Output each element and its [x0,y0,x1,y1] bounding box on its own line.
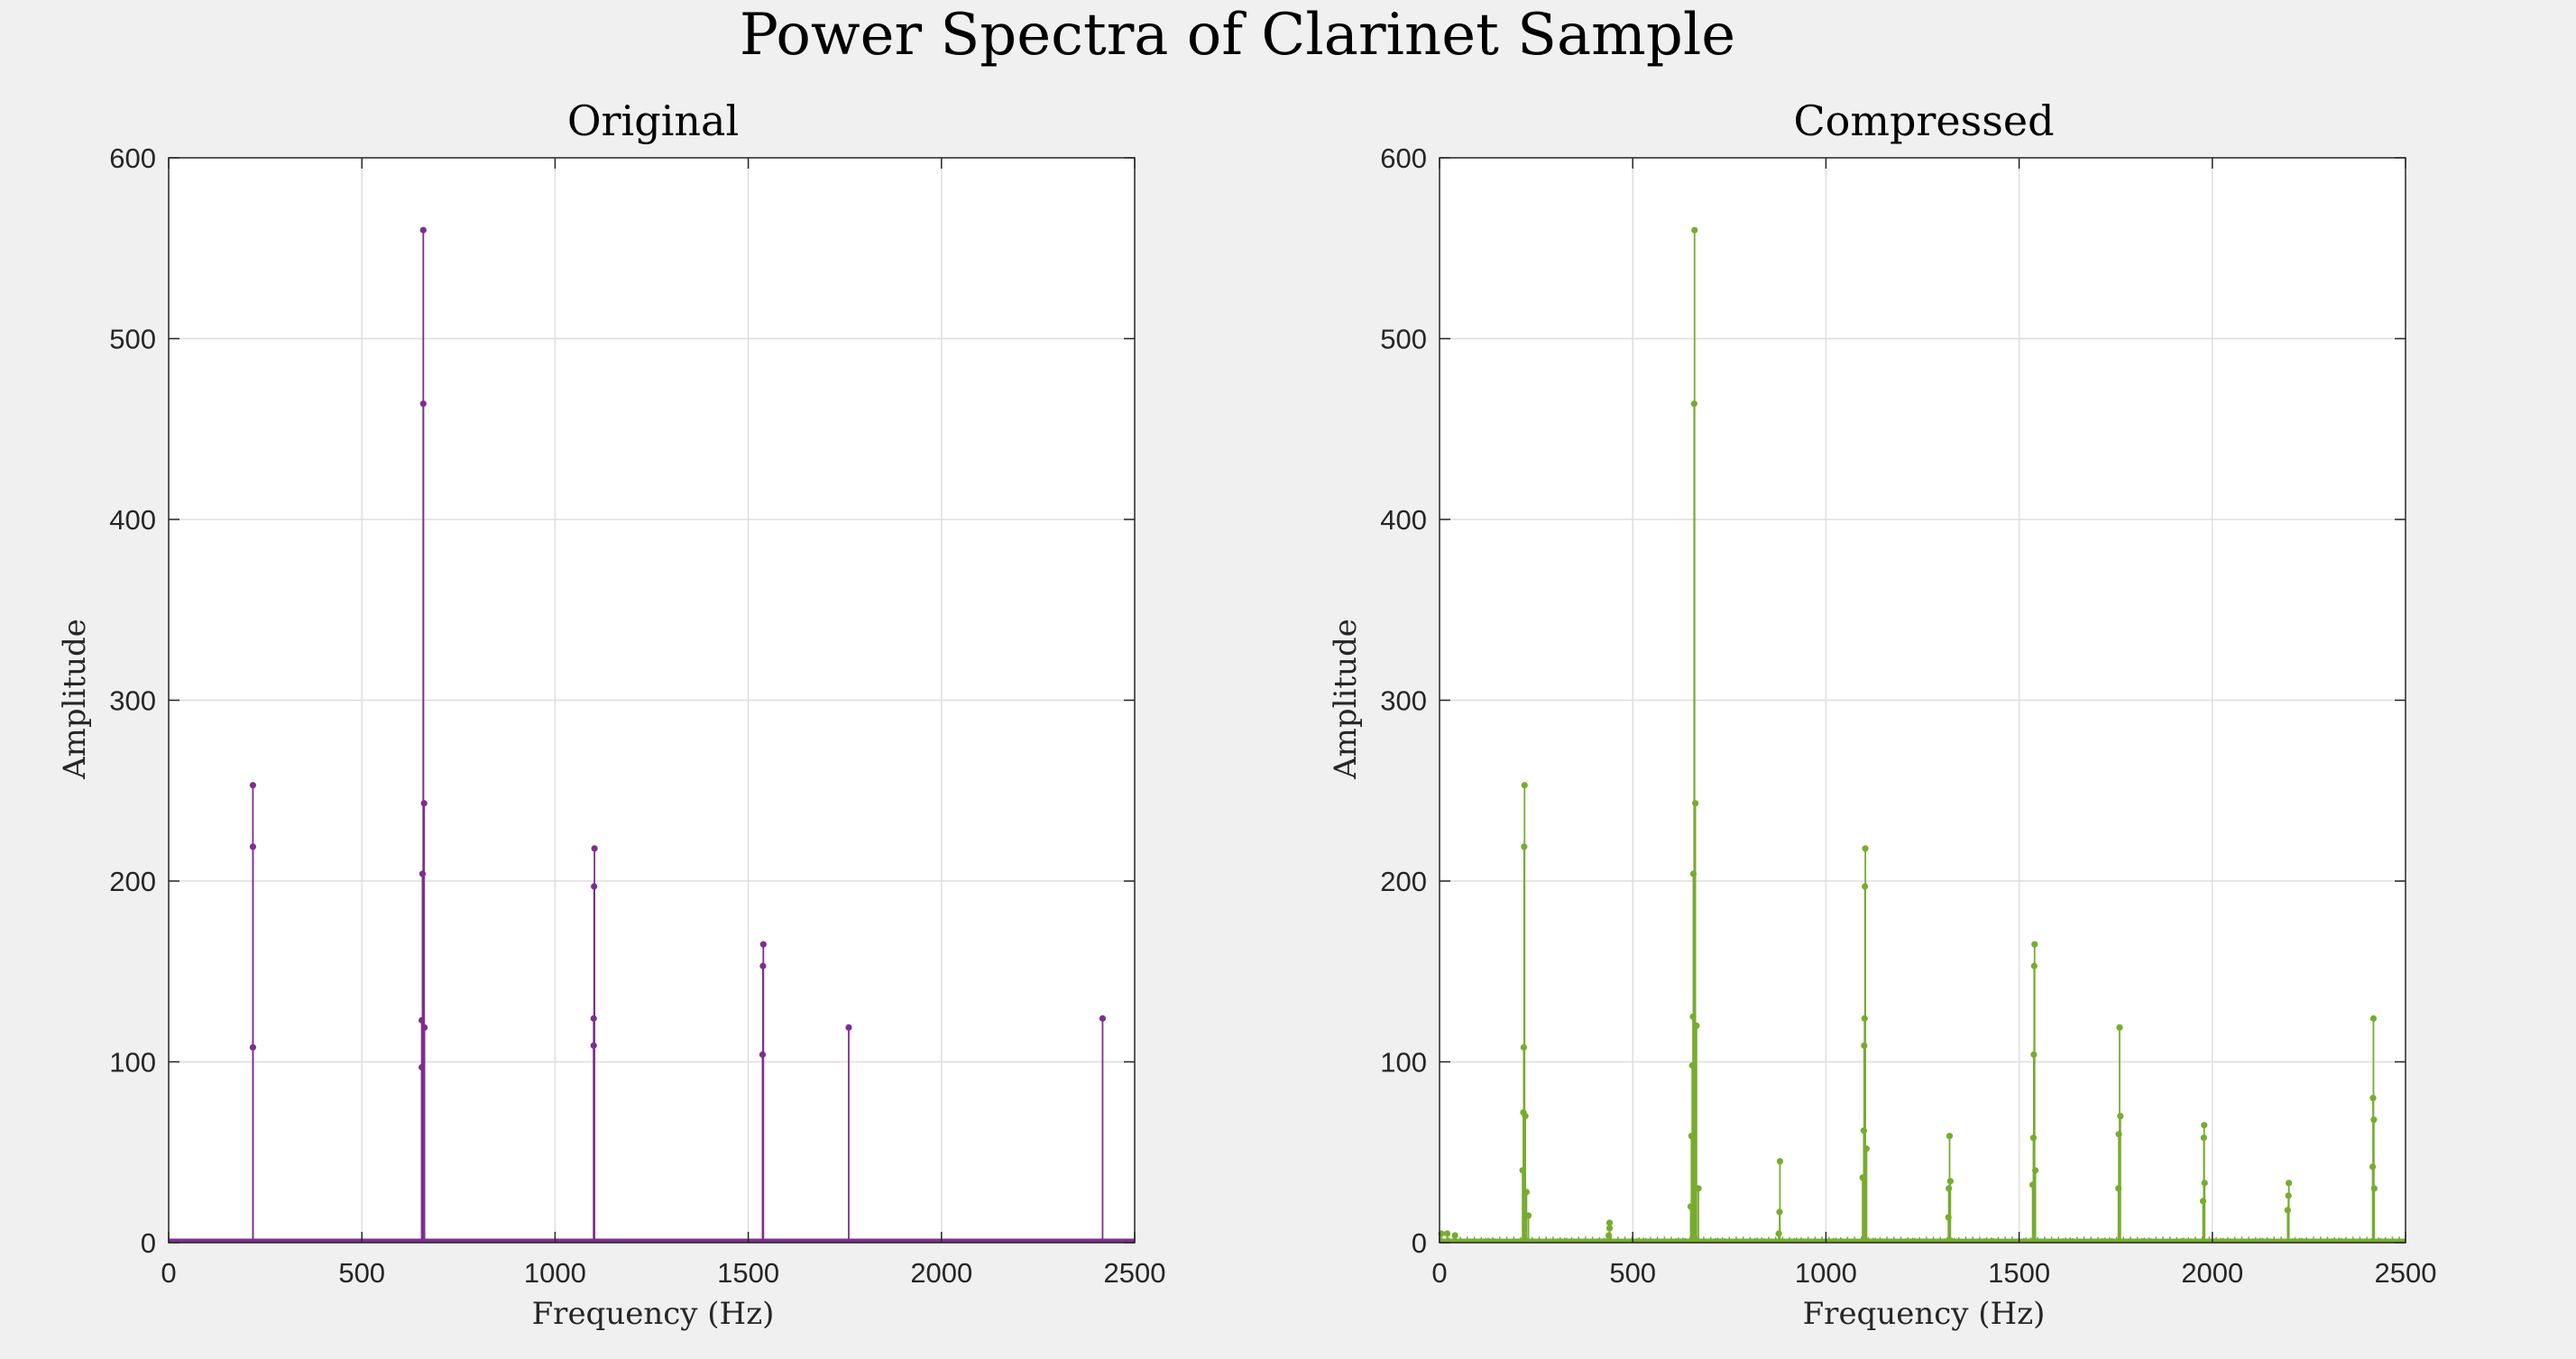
compressed-stem-marker [2370,1116,2378,1124]
compressed-stem-marker [2116,1024,2123,1032]
original-ytick-label: 300 [109,685,156,717]
original-ytick-label: 0 [141,1227,156,1259]
compressed-stem-marker [2370,1185,2378,1192]
compressed-ytick-label: 100 [1380,1047,1427,1079]
compressed-ytick-label: 500 [1380,324,1427,355]
compressed-xtick-label: 2000 [2181,1257,2243,1289]
compressed-ytick-label: 0 [1412,1227,1427,1259]
original-xtick-label: 2000 [910,1257,972,1289]
original-xtick-label: 1000 [524,1257,586,1289]
original-ytick-label: 100 [109,1047,156,1079]
original-xtick-label: 500 [338,1257,385,1289]
compressed-ytick-label: 200 [1380,866,1427,897]
compressed-xtick-label: 2500 [2375,1257,2437,1289]
original-xtick-label: 2500 [1104,1257,1166,1289]
subplot-original-xlabel: Frequency (Hz) [532,1296,775,1332]
original-xtick-label: 1500 [717,1257,779,1289]
compressed-stem-marker [1605,1219,1614,1226]
compressed-xtick-label: 1500 [1988,1257,2050,1289]
figure-title: Power Spectra of Clarinet Sample [740,2,1735,69]
compressed-stem-marker [1691,226,1698,234]
original-ytick-label: 500 [109,324,156,355]
compressed-xtick-label: 1000 [1795,1257,1857,1289]
compressed-xtick-label: 500 [1609,1257,1656,1289]
original-stem-marker [419,226,427,234]
subplot-compressed-xlabel: Frequency (Hz) [1803,1296,2046,1332]
compressed-ytick-label: 600 [1380,142,1427,174]
subplot-original-title: Original [567,96,739,145]
original-stem-marker [421,1024,428,1032]
compressed-stem-marker [2117,1113,2124,1120]
original-stem-marker [845,1024,852,1032]
compressed-stem-marker [2201,1122,2208,1129]
compressed-stem-marker [2031,1167,2039,1174]
original-stem-marker [759,941,767,948]
original-ytick-label: 600 [109,142,156,174]
subplot-compressed: Compressed Frequency (Hz) Amplitude 0 500… [1328,96,2436,1332]
compressed-stem-marker [1524,1212,1532,1219]
compressed-stem-marker [1695,1185,1702,1192]
compressed-ytick-label: 300 [1380,685,1427,717]
original-stem-marker [249,782,256,789]
original-ytick-label: 400 [109,504,156,536]
compressed-stem-marker [1521,782,1528,789]
subplot-original: Original Frequency (Hz) Amplitude 0 500 10… [57,96,1165,1332]
compressed-stem-marker [1692,800,1699,807]
compressed-stem-marker [1946,1133,1954,1140]
original-xtick-label: 0 [161,1257,176,1289]
compressed-stem-marker [1451,1232,1458,1239]
compressed-stem-marker [2369,1015,2378,1022]
compressed-stem-marker [2286,1180,2293,1187]
compressed-ytick-label: 400 [1380,504,1427,536]
compressed-stem-marker [1946,1178,1954,1185]
subplot-compressed-ylabel: Amplitude [1328,619,1364,780]
compressed-stem-marker [1776,1158,1784,1165]
compressed-xtick-label: 0 [1431,1257,1447,1289]
compressed-stem-marker [1863,1145,1870,1152]
original-stem-marker [420,800,428,807]
compressed-stem-marker [2031,941,2038,948]
original-stem-marker [591,845,598,852]
compressed-stem-marker [1862,845,1869,852]
compressed-stem-marker [1693,1022,1700,1029]
subplot-compressed-title: Compressed [1793,96,2054,145]
compressed-stem-marker [1523,1189,1530,1196]
compressed-stem-marker [1443,1230,1451,1237]
compressed-stem-marker [2201,1180,2208,1187]
compressed-stem-marker [1522,1113,1529,1120]
original-stem-marker [1099,1015,1107,1022]
subplot-original-ylabel: Amplitude [57,619,93,780]
original-ytick-label: 200 [109,866,156,897]
